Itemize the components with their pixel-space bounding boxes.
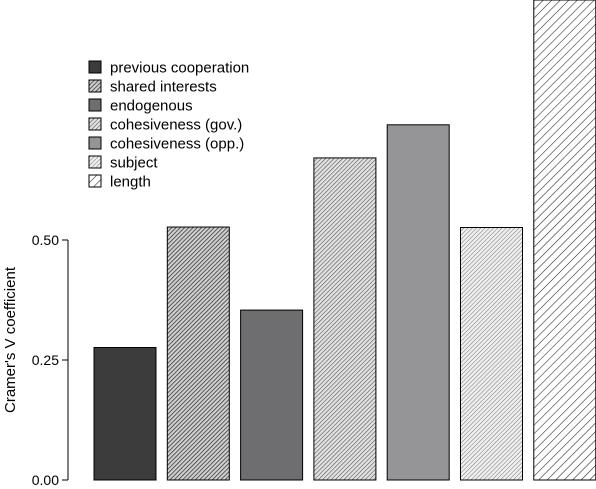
- legend-swatch: [88, 155, 102, 169]
- legend-label: shared interests: [110, 79, 217, 96]
- legend-label: previous cooperation: [110, 60, 249, 77]
- legend-label: length: [110, 174, 151, 191]
- legend-label: cohesiveness (gov.): [110, 117, 242, 134]
- bar-1: [166, 226, 230, 481]
- bar-3: [313, 157, 377, 481]
- bar-6: [533, 0, 596, 481]
- legend-swatch: [88, 98, 102, 112]
- legend-label: cohesiveness (opp.): [110, 136, 244, 153]
- y-axis: 0.00 0.25 0.50: [32, 232, 69, 488]
- legend-swatch: [88, 79, 102, 93]
- bar-4: [386, 124, 450, 481]
- legend-swatch: [88, 117, 102, 131]
- legend-label: endogenous: [110, 98, 193, 115]
- y-axis-title: Cramer's V coefficient: [2, 266, 19, 413]
- legend-swatch: [88, 174, 102, 188]
- y-tick-label: 0.50: [32, 232, 59, 248]
- y-tick-label: 0.00: [32, 472, 59, 488]
- bars-group: [93, 0, 596, 481]
- y-tick-label: 0.25: [32, 352, 59, 368]
- bar-0: [93, 347, 157, 481]
- bar-5: [460, 227, 523, 481]
- legend-swatch: [88, 136, 102, 150]
- legend-swatch: [88, 60, 102, 74]
- legend-label: subject: [110, 155, 158, 172]
- legend: previous cooperation shared interests endo…: [88, 60, 249, 191]
- bar-2: [240, 309, 304, 481]
